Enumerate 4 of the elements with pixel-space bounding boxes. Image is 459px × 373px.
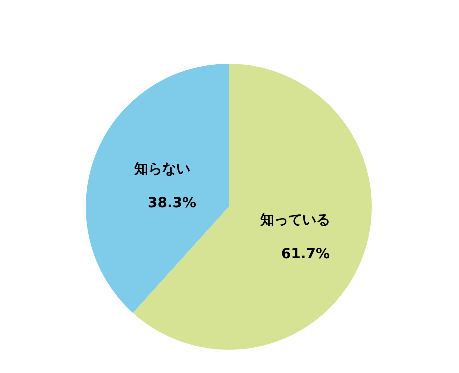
data-label: 61.7% [281, 246, 330, 263]
data-label: 38.3% [148, 195, 197, 212]
slice-label: 知っている [260, 212, 331, 229]
slice-label: 知らない [133, 161, 190, 178]
